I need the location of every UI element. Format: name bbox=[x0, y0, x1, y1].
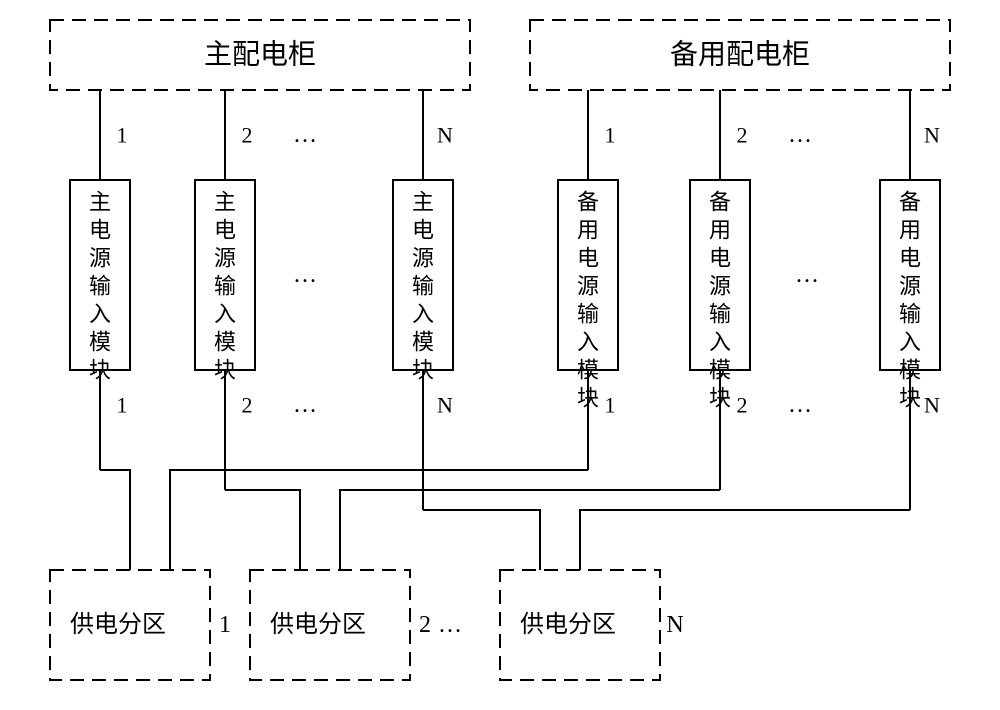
main-module-2-char: 输 bbox=[412, 274, 434, 299]
output-number: 2 bbox=[737, 393, 748, 418]
backup-module-0-char: 用 bbox=[577, 218, 599, 243]
backup-module-0-char: 备 bbox=[577, 190, 599, 215]
backup-module-2-char: 电 bbox=[899, 246, 921, 271]
supply-zone-label: 供电分区 bbox=[520, 611, 616, 638]
main-route-1 bbox=[225, 490, 300, 570]
backup-route-0 bbox=[170, 470, 588, 570]
backup-module-1-char: 备 bbox=[709, 190, 731, 215]
ellipsis: … bbox=[788, 122, 812, 148]
backup-module-2-char: 源 bbox=[899, 274, 921, 299]
ellipsis: … bbox=[795, 262, 819, 288]
ellipsis: … bbox=[788, 392, 812, 418]
main-module-1-char: 源 bbox=[214, 246, 236, 271]
backup-module-0-char: 输 bbox=[577, 302, 599, 327]
output-number: 2 bbox=[242, 393, 253, 418]
backup-route-1 bbox=[340, 490, 720, 570]
main-module-2-char: 入 bbox=[412, 302, 434, 327]
backup-module-2-char: 用 bbox=[899, 218, 921, 243]
output-number: 1 bbox=[117, 393, 128, 418]
backup-route-2 bbox=[580, 510, 910, 570]
backup-module-1-char: 源 bbox=[709, 274, 731, 299]
main-route-2 bbox=[423, 510, 540, 570]
leg-number: 1 bbox=[605, 123, 616, 148]
backup-cabinet-label: 备用配电柜 bbox=[670, 39, 810, 71]
main-module-2-char: 模 bbox=[412, 330, 434, 355]
backup-module-2-char: 备 bbox=[899, 190, 921, 215]
main-module-2-char: 电 bbox=[412, 218, 434, 243]
ellipsis: … bbox=[293, 122, 317, 148]
main-module-1-char: 模 bbox=[214, 330, 236, 355]
backup-module-0-char: 电 bbox=[577, 246, 599, 271]
ellipsis: … bbox=[293, 392, 317, 418]
output-number: N bbox=[437, 393, 453, 418]
supply-zone-number: N bbox=[666, 612, 683, 638]
supply-zone-label: 供电分区 bbox=[70, 611, 166, 638]
main-module-0-char: 主 bbox=[89, 190, 111, 215]
backup-module-0-char: 入 bbox=[577, 330, 599, 355]
main-cabinet-label: 主配电柜 bbox=[204, 39, 316, 71]
main-module-2-char: 主 bbox=[412, 190, 434, 215]
main-module-0-char: 输 bbox=[89, 274, 111, 299]
diagram-canvas: 主配电柜备用配电柜12N12N……主电源输入模块主电源输入模块主电源输入模块备用… bbox=[0, 0, 1000, 710]
backup-module-2-char: 输 bbox=[899, 302, 921, 327]
leg-number: N bbox=[437, 123, 453, 148]
ellipsis: … bbox=[293, 262, 317, 288]
backup-module-1-char: 入 bbox=[709, 330, 731, 355]
main-module-1-char: 电 bbox=[214, 218, 236, 243]
backup-module-1-char: 电 bbox=[709, 246, 731, 271]
main-module-0-char: 入 bbox=[89, 302, 111, 327]
backup-module-2-char: 入 bbox=[899, 330, 921, 355]
leg-number: 2 bbox=[737, 123, 748, 148]
supply-zone-number: 1 bbox=[219, 612, 231, 638]
backup-module-0-char: 源 bbox=[577, 274, 599, 299]
main-module-0-char: 模 bbox=[89, 330, 111, 355]
main-module-2-char: 源 bbox=[412, 246, 434, 271]
output-number: N bbox=[924, 393, 940, 418]
backup-module-1-char: 用 bbox=[709, 218, 731, 243]
main-route-0 bbox=[100, 470, 130, 570]
supply-zone-number: 2 bbox=[419, 612, 431, 638]
main-module-1-char: 输 bbox=[214, 274, 236, 299]
main-module-0-char: 电 bbox=[89, 218, 111, 243]
output-number: 1 bbox=[605, 393, 616, 418]
leg-number: N bbox=[924, 123, 940, 148]
backup-module-1-char: 输 bbox=[709, 302, 731, 327]
main-module-1-char: 入 bbox=[214, 302, 236, 327]
main-module-1-char: 主 bbox=[214, 190, 236, 215]
ellipsis: … bbox=[438, 612, 462, 638]
main-module-0-char: 源 bbox=[89, 246, 111, 271]
supply-zone-label: 供电分区 bbox=[270, 611, 366, 638]
leg-number: 2 bbox=[242, 123, 253, 148]
leg-number: 1 bbox=[117, 123, 128, 148]
